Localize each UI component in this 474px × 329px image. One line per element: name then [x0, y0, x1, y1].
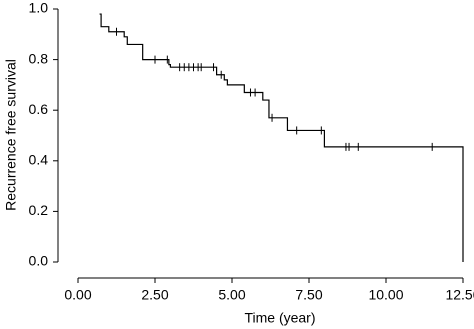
y-tick-label: 1.0: [29, 0, 49, 16]
x-tick-label: 10.00: [368, 287, 403, 303]
x-axis-title: Time (year): [244, 310, 315, 326]
y-tick-label: 0.4: [29, 152, 49, 168]
y-axis-title: Recurrence free survival: [3, 59, 19, 211]
y-tick-label: 0.0: [29, 253, 49, 269]
y-tick-label: 0.8: [29, 50, 49, 66]
x-tick-label: 7.50: [295, 287, 322, 303]
x-tick-label: 0.00: [64, 287, 91, 303]
x-tick-label: 12.50: [445, 287, 474, 303]
survival-curve: [99, 13, 464, 262]
x-tick-label: 5.00: [218, 287, 245, 303]
x-tick-label: 2.50: [141, 287, 168, 303]
y-tick-label: 0.6: [29, 101, 49, 117]
y-tick-label: 0.2: [29, 202, 49, 218]
